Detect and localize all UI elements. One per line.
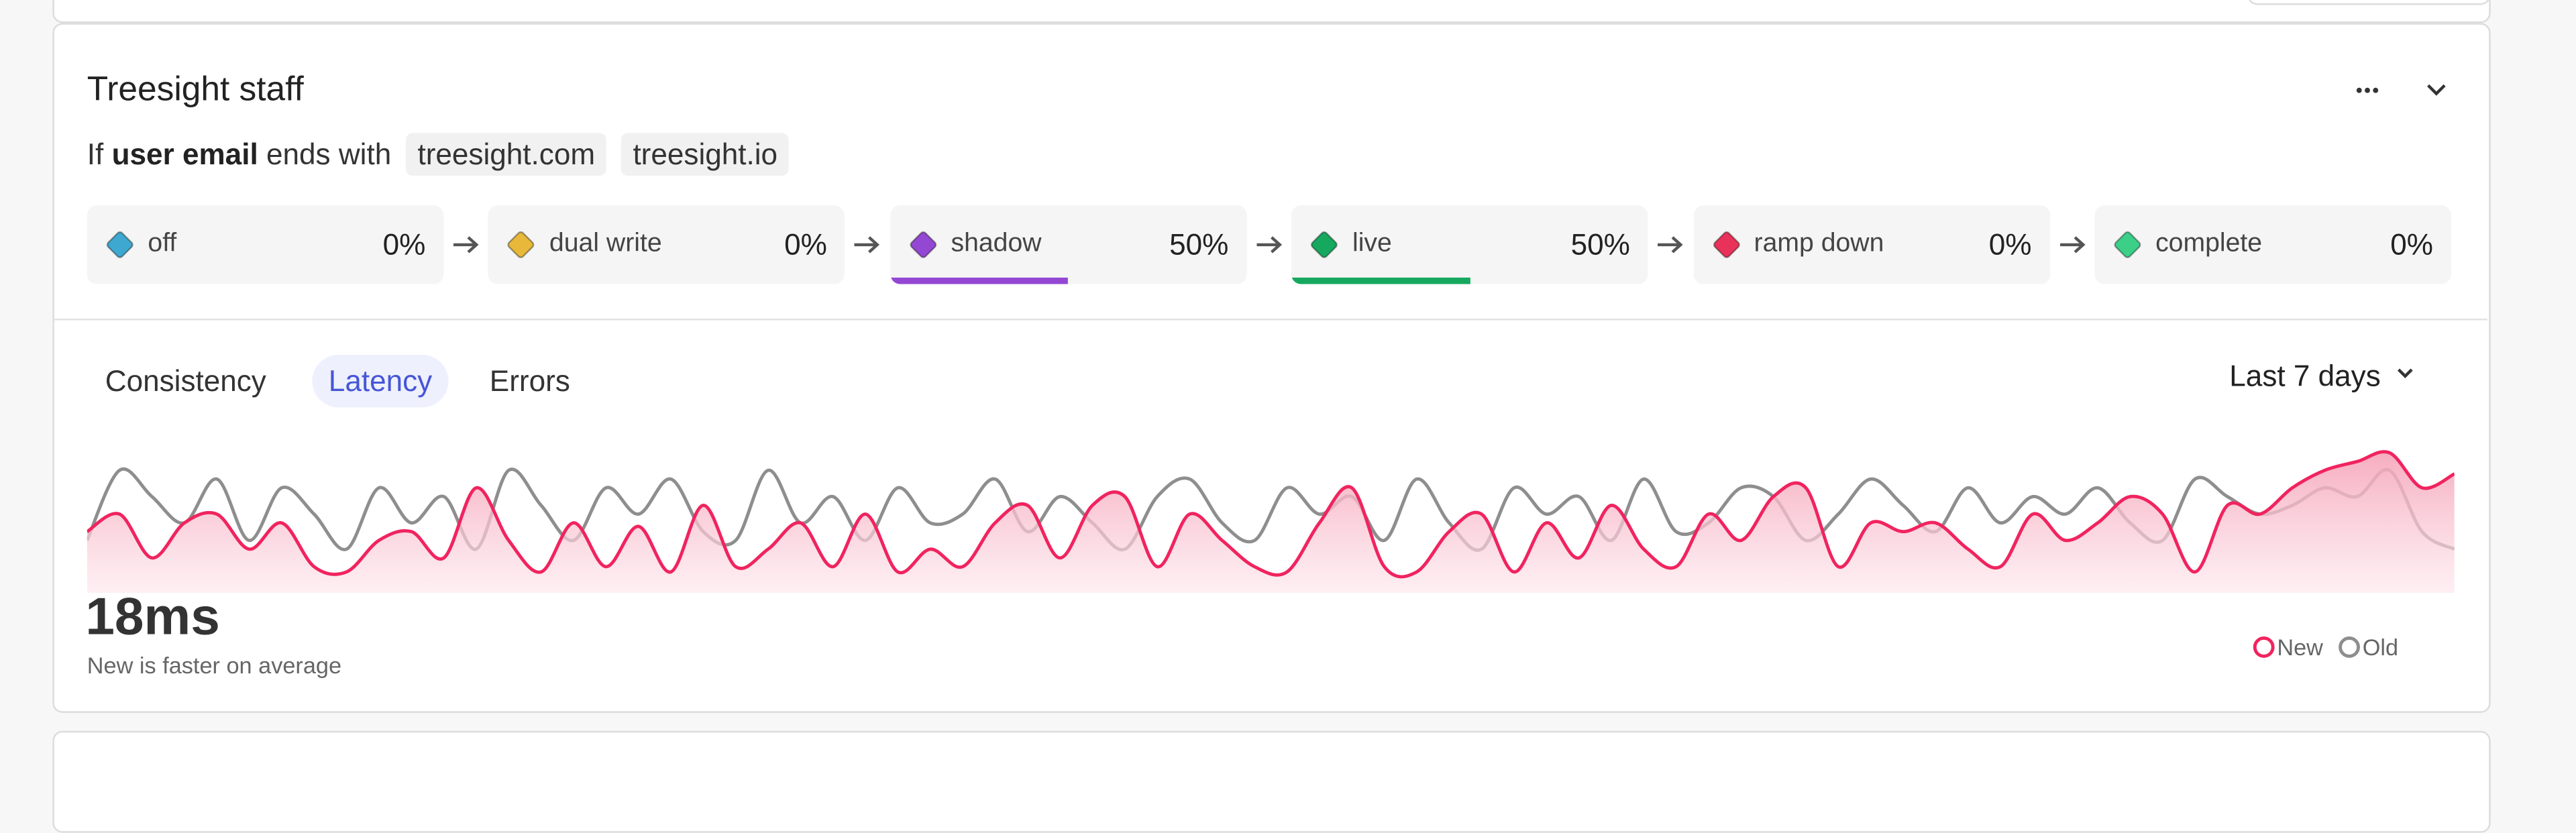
diamond	[508, 231, 535, 258]
rule: If user email ends with treesight.com tr…	[87, 133, 790, 176]
progress-bar	[890, 277, 1069, 284]
legend-label: New	[2277, 634, 2323, 661]
stage-percent: 0%	[382, 228, 426, 262]
range-select[interactable]: Last 7 days	[2229, 359, 2422, 394]
stage-name: ramp down	[1754, 229, 1884, 258]
stage-name: complete	[2155, 229, 2263, 258]
diamond	[2114, 231, 2141, 258]
stage-icon	[508, 231, 535, 258]
stage: complete 0%	[2094, 205, 2451, 284]
legend-marker	[2339, 636, 2361, 658]
screen: Treesight staff If user email ends with …	[52, 0, 2491, 833]
stage-percent: 50%	[1570, 228, 1630, 262]
collapse-button[interactable]	[2427, 84, 2446, 96]
arrow	[453, 236, 479, 254]
metric-value: 18ms	[85, 586, 220, 646]
stage: dual write 0%	[488, 205, 845, 284]
button[interactable]	[2247, 0, 2491, 5]
stage-name: dual write	[549, 229, 662, 258]
legend-icon	[2339, 636, 2361, 658]
arrow-shape	[1256, 236, 1282, 254]
rule-attribute: user email	[111, 137, 258, 171]
line	[87, 450, 2455, 579]
stage-icon	[1311, 231, 1338, 258]
stage-icon	[106, 231, 133, 258]
metric-caption: New is faster on average	[87, 652, 342, 679]
body: Treesight staff If user email ends with …	[52, 0, 2491, 833]
stage: off 0%	[87, 205, 444, 284]
arrow-shape	[855, 236, 881, 254]
arrow	[1256, 236, 1282, 254]
stage-name: shadow	[951, 229, 1042, 258]
area	[87, 451, 2455, 594]
tab[interactable]: Errors	[489, 364, 570, 398]
arrow-shape	[2059, 236, 2085, 254]
rule-value: treesight.io	[621, 133, 790, 176]
diamond	[106, 231, 133, 258]
stage-name: live	[1352, 229, 1392, 258]
stage-percent: 0%	[784, 228, 827, 262]
stage-icon	[1712, 231, 1739, 258]
arrow	[2059, 236, 2085, 254]
arrow	[855, 236, 881, 254]
rule-prefix: If	[87, 137, 104, 171]
legend-marker	[2253, 636, 2275, 658]
chevron	[2398, 368, 2413, 378]
card-actions	[2356, 84, 2446, 96]
stage: ramp down 0%	[1693, 205, 2050, 284]
rule-value: treesight.com	[406, 133, 607, 176]
stage: live 50%	[1291, 205, 1648, 284]
arrow	[1658, 236, 1684, 254]
progress-bar	[1291, 277, 1470, 284]
rule-operator: ends with	[266, 137, 392, 171]
stage-icon	[909, 231, 936, 258]
more-button[interactable]	[2356, 87, 2379, 93]
stage-name: off	[148, 229, 177, 258]
next-card	[52, 730, 2491, 833]
diamond	[1311, 231, 1338, 258]
stage: shadow 50%	[890, 205, 1247, 284]
legend-label: Old	[2362, 634, 2399, 661]
tab[interactable]: Latency	[312, 354, 449, 408]
latency-chart	[87, 450, 2455, 594]
previous-card	[52, 0, 2491, 23]
range-label: Last 7 days	[2229, 359, 2381, 393]
stage-percent: 0%	[2390, 228, 2433, 262]
page: {"header":{"title":"Treesight staff"}, "…	[52, 0, 2491, 833]
legend: New Old	[2251, 634, 2398, 660]
legend-icon	[2253, 636, 2275, 658]
tab[interactable]: Consistency	[105, 364, 266, 398]
arrow-shape	[1658, 236, 1684, 254]
stage-percent: 0%	[1988, 228, 2032, 262]
stage-percent: 50%	[1169, 228, 1229, 262]
diamond	[909, 231, 936, 258]
divider	[54, 319, 2487, 321]
diamond	[1712, 231, 1739, 258]
stage-icon	[2114, 231, 2141, 258]
arrow-shape	[453, 236, 479, 254]
card-title: Treesight staff	[87, 70, 304, 109]
